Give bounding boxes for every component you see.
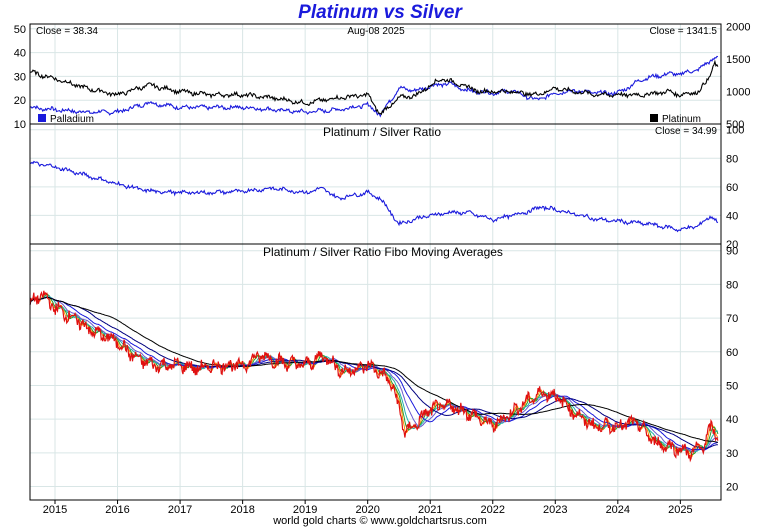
series-layer (29, 55, 719, 463)
fibo-tick-label: 50 (726, 380, 738, 392)
ratio-line (29, 160, 719, 233)
x-tick-label-2016: 2016 (105, 504, 129, 516)
x-tick-label-2024: 2024 (606, 504, 630, 516)
ratio-panel-title: Platinum / Silver Ratio (323, 125, 441, 139)
ratio-tick-label: 40 (726, 210, 738, 222)
chart-title: Platinum vs Silver (298, 2, 462, 23)
palladium-line (29, 55, 718, 118)
footer-credit: world gold charts © www.goldchartsrus.co… (273, 515, 487, 527)
frame-layer (29, 23, 722, 501)
fibo-tick-label: 20 (726, 482, 738, 494)
right-close-label: Close = 1341.5 (649, 26, 717, 37)
ratio-tick-label: 20 (726, 239, 738, 251)
ratio-tick-label: 100 (726, 125, 744, 137)
palladium-legend-swatch (38, 114, 46, 122)
x-tick-label-2022: 2022 (481, 504, 505, 516)
fibo-panel-title: Platinum / Silver Ratio Fibo Moving Aver… (263, 245, 503, 259)
y-right-tick-label: 500 (726, 119, 744, 131)
x-tick-label-2025: 2025 (668, 504, 692, 516)
fibo-ratio-line (29, 290, 719, 463)
x-tick-label-2023: 2023 (543, 504, 567, 516)
y-left-tick-label: 40 (14, 48, 26, 60)
y-left-tick-label: 30 (14, 71, 26, 83)
x-tick-label-2015: 2015 (43, 504, 67, 516)
label-layer: Close = 38.34 Aug-08 2025 Close = 1341.5 Pa… (36, 26, 717, 259)
x-tick-label-2021: 2021 (418, 504, 442, 516)
ratio-close-label: Close = 34.99 (655, 126, 717, 137)
platinum-legend-swatch (650, 114, 658, 122)
y-right-tick-label: 1000 (726, 87, 750, 99)
date-label: Aug-08 2025 (347, 26, 405, 37)
fibo-tick-label: 30 (726, 448, 738, 460)
y-right-tick-label: 1500 (726, 54, 750, 66)
platinum-line (29, 59, 719, 116)
ratio-tick-label: 60 (726, 182, 738, 194)
fibo-tick-label: 70 (726, 313, 738, 325)
x-tick-label-2019: 2019 (293, 504, 317, 516)
fibo-tick-label: 90 (726, 246, 738, 258)
x-tick-label-2018: 2018 (230, 504, 254, 516)
y-right-tick-label: 2000 (726, 22, 750, 34)
y-left-tick-label: 50 (14, 24, 26, 36)
panel-frame-3 (29, 243, 722, 501)
left-close-label: Close = 38.34 (36, 26, 98, 37)
x-tick-label-2020: 2020 (355, 504, 379, 516)
x-tick-label-2017: 2017 (168, 504, 192, 516)
ratio-tick-label: 80 (726, 153, 738, 165)
grid (30, 24, 721, 500)
fibo-tick-label: 40 (726, 414, 738, 426)
y-left-tick-label: 10 (14, 119, 26, 131)
fibo-tick-label: 80 (726, 279, 738, 291)
platinum-legend-label: Platinum (662, 114, 701, 125)
y-left-tick-label: 20 (14, 95, 26, 107)
tick-layer: 2015 2016 2017 2018 2019 2020 2021 2022 2023 2024… (14, 22, 751, 516)
palladium-legend-label: Palladium (50, 114, 94, 125)
fibo-tick-label: 60 (726, 347, 738, 359)
